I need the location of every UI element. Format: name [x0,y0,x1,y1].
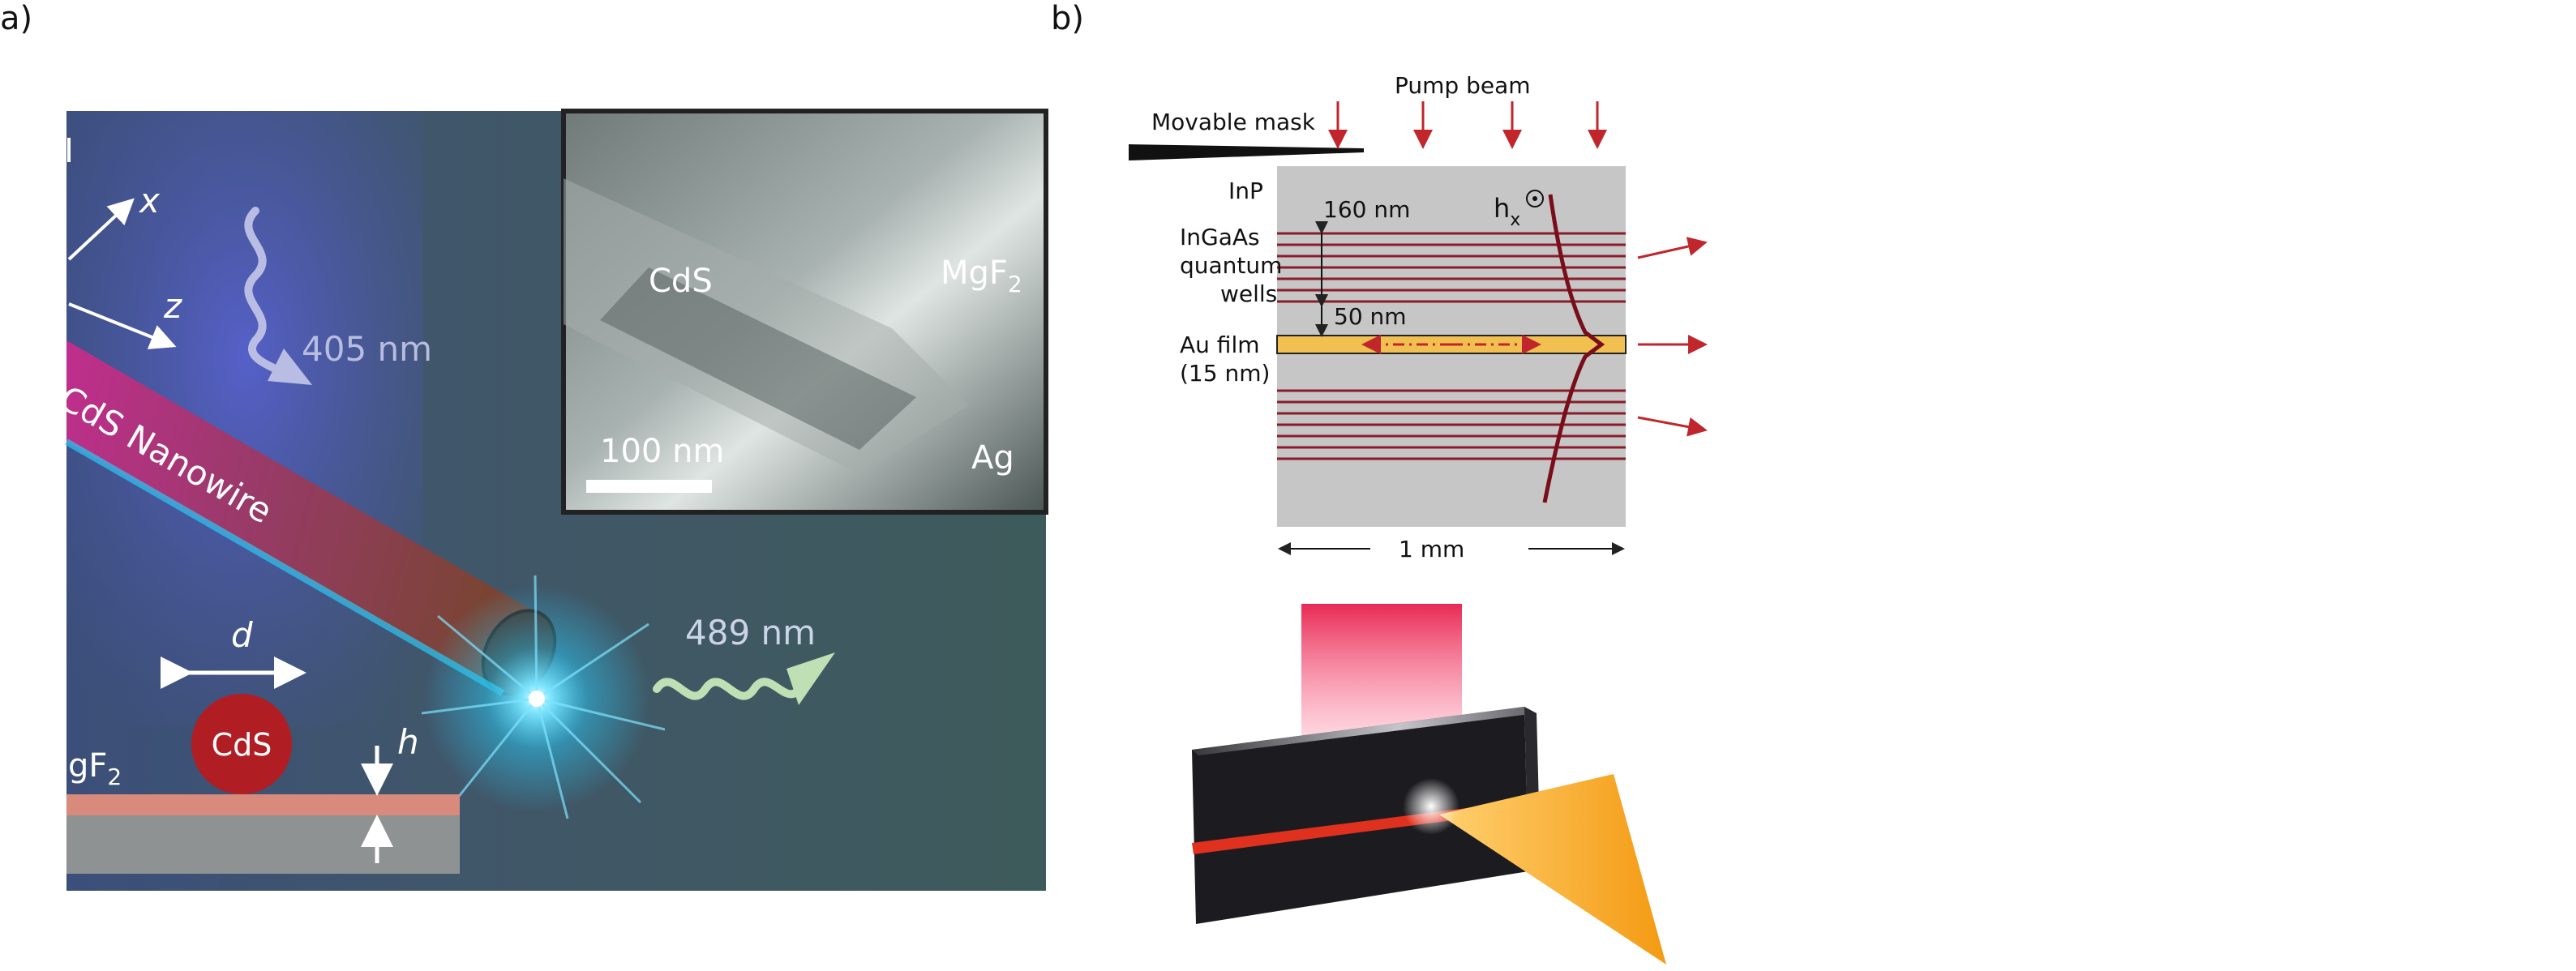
emission-wavelength-label: 489 nm [685,613,816,652]
spacing-160nm-label: 160 nm [1323,196,1410,223]
inset-cds-label: CdS [649,263,713,300]
gap-label: h [397,722,419,762]
output-arrows [1637,237,1708,437]
pump-beam-label: Pump beam [1395,72,1531,99]
scale-bar-label: 100 nm [600,433,724,470]
pump-arrowhead [268,349,312,385]
diameter-label: d [231,615,253,655]
mgf2-spacer-layer [66,794,460,815]
axis-x-label: x [138,181,161,220]
pump-wavelength-label: 405 nm [302,329,432,369]
inset-ag-label: Ag [971,439,1014,477]
inset-mgf2-label: MgF2 [941,255,1022,297]
emission-arrowhead [787,652,835,705]
field-direction-dot [1532,196,1537,201]
spacing-50nm-label: 50 nm [1334,303,1407,330]
cds-core-label: CdS [212,727,272,763]
cds-core-circle [191,694,292,794]
device-hotspot [1403,778,1459,835]
field-label: hx [1494,193,1520,230]
emission-spot [529,691,545,707]
qw-label-line-3: wells [1220,280,1277,307]
upper-quantum-wells [1277,232,1626,303]
ag-substrate [66,815,460,874]
au-film-label-line-1: Au film [1180,332,1260,358]
panel-b: Pump beam Movable mask InP InGaA [1129,72,1708,965]
pump-arrows [1328,101,1607,149]
qw-label-line-1: InGaAs [1180,224,1260,250]
panel-b-label: b) [1051,0,1084,37]
tem-inset [561,109,1048,515]
emission-rays [421,575,666,819]
emission-cone-render [1439,774,1666,965]
coordinate-axes [67,138,177,349]
au-film-label-line-2: (15 nm) [1180,360,1270,387]
field-direction-symbol [1526,190,1544,207]
panel-a: x z 405 nm CdS Nanowire 489 nm d [53,109,1048,891]
device-3d-render [1192,707,1541,924]
pump-wave-arrow [244,207,288,377]
mode-profile-curve [1542,194,1605,503]
emission-wave-arrow [653,678,807,700]
qw-label-line-2: quantum [1180,252,1282,279]
movable-mask-wedge [1129,144,1364,160]
width-label: 1 mm [1399,536,1464,562]
substrate-material-label: gF2 [68,747,122,790]
inp-label: InP [1228,178,1263,204]
lower-quantum-wells [1277,389,1626,460]
panel-a-label: a) [0,0,33,37]
scale-bar [586,480,712,493]
movable-mask-label: Movable mask [1151,109,1316,135]
axis-z-label: z [163,286,182,326]
